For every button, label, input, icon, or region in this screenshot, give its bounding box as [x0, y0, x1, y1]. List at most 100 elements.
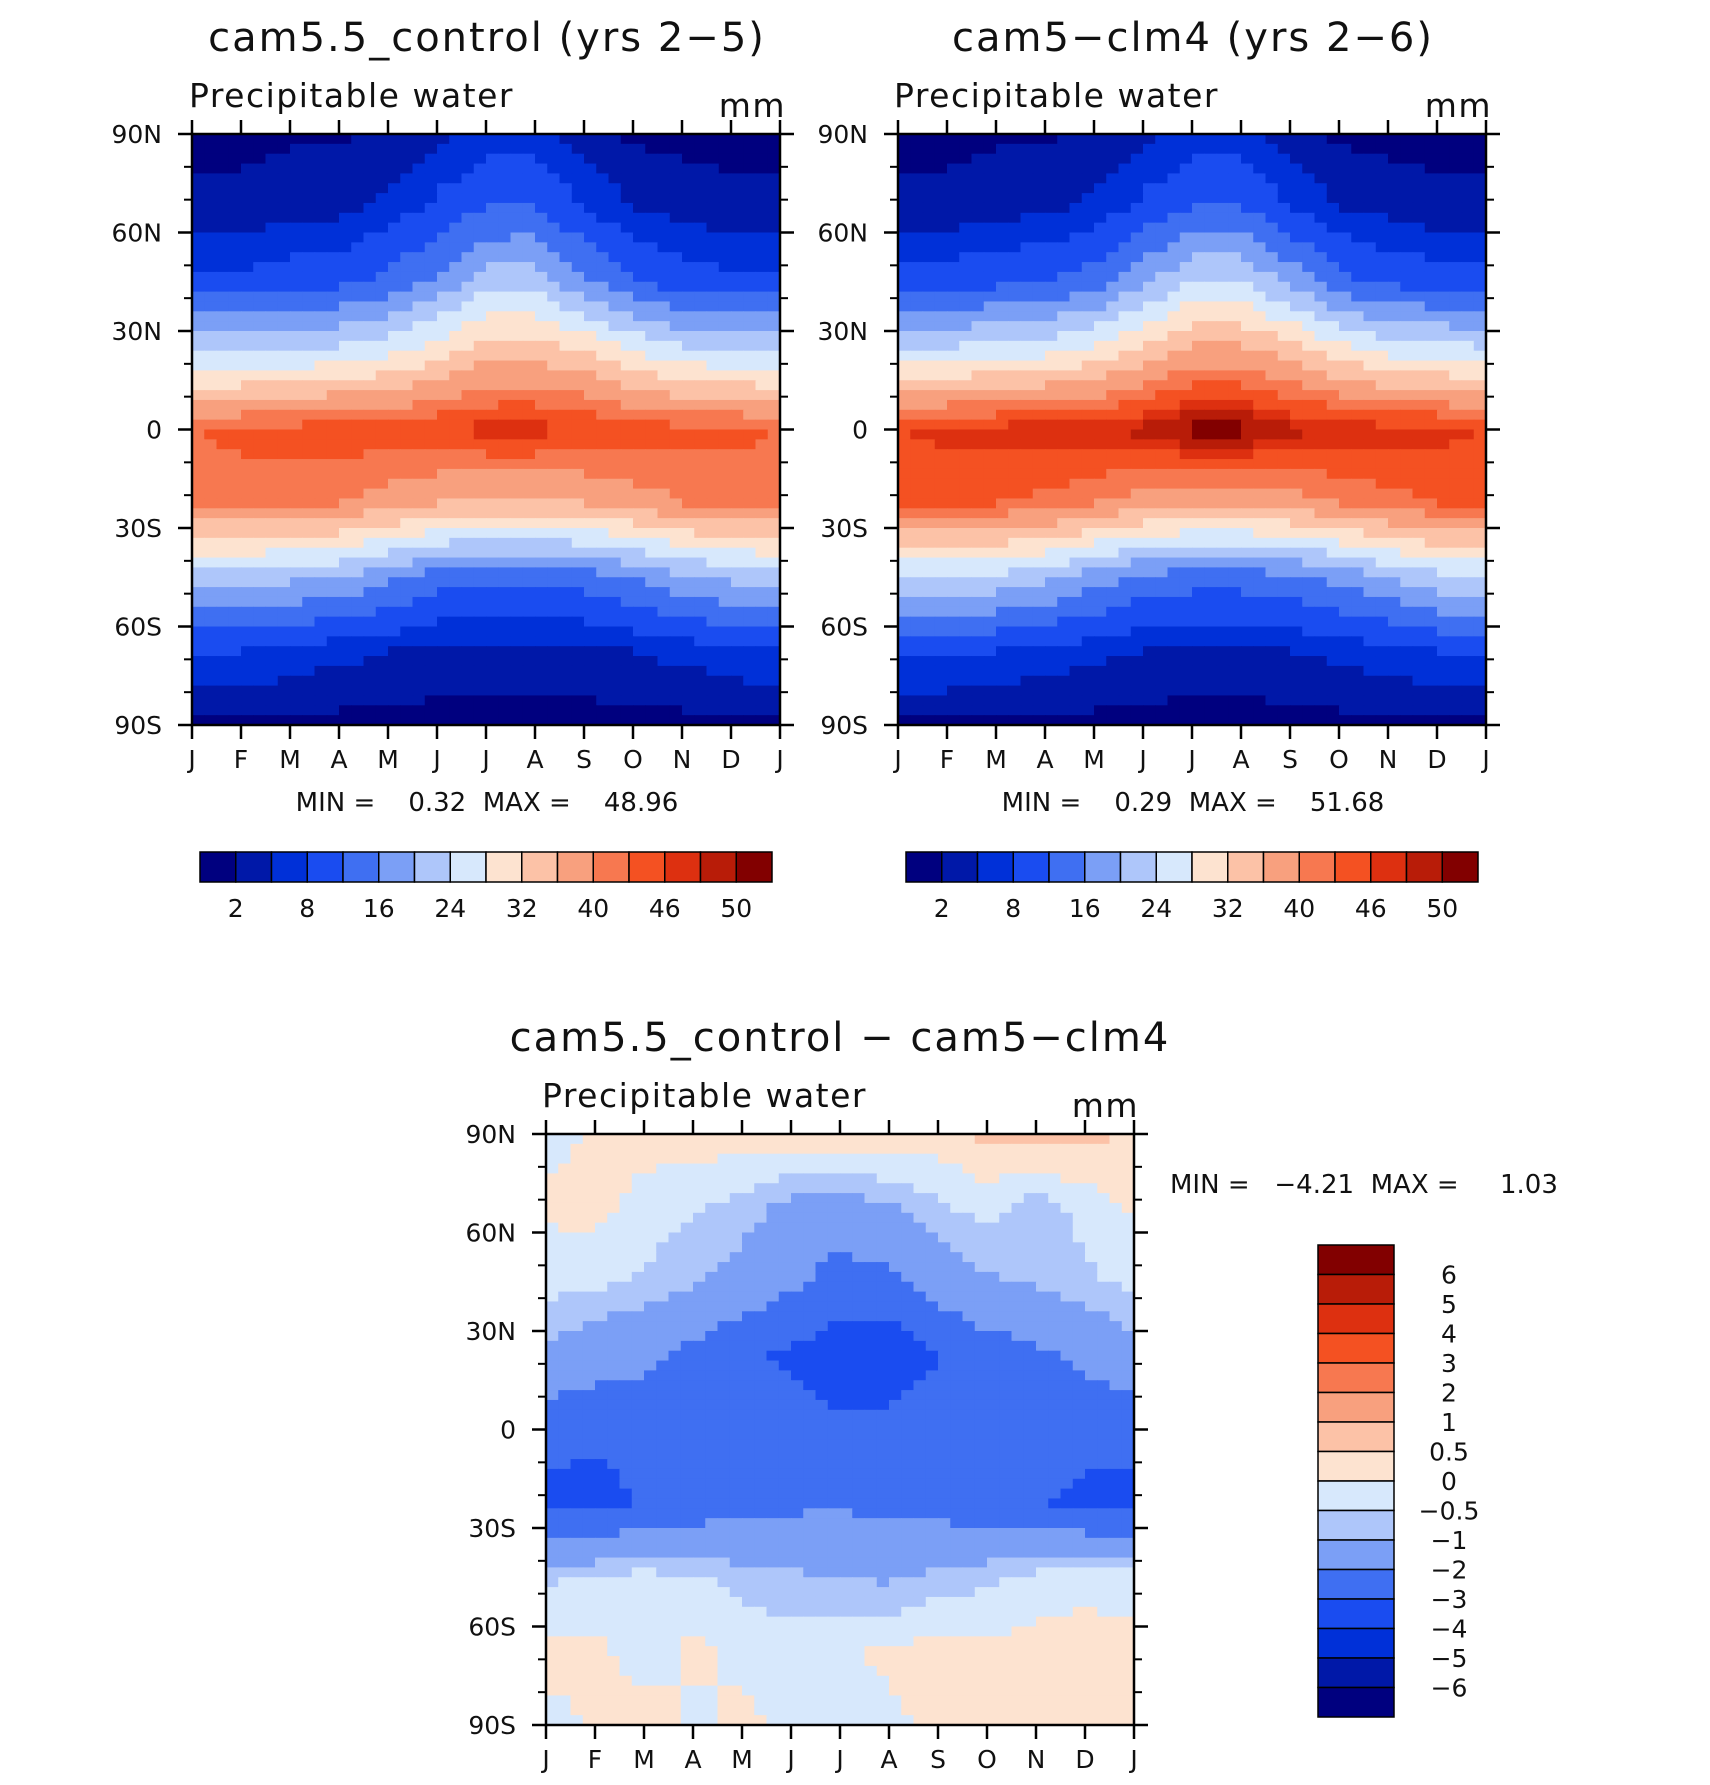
- heatmap-cell: [1081, 271, 1095, 283]
- heatmap-cell: [437, 134, 450, 145]
- heatmap-cell: [584, 360, 597, 371]
- heatmap-cell: [559, 488, 573, 500]
- heatmap-cell: [608, 616, 622, 628]
- heatmap-cell: [363, 370, 377, 381]
- heatmap-cell: [910, 459, 924, 470]
- heatmap-cell: [910, 488, 924, 500]
- heatmap-cell: [424, 577, 438, 588]
- heatmap-cell: [559, 262, 573, 273]
- heatmap-cell: [731, 468, 744, 480]
- heatmap-cell: [388, 340, 401, 352]
- heatmap-cell: [1375, 232, 1389, 243]
- heatmap-cell: [535, 291, 548, 303]
- heatmap-cell: [473, 498, 487, 509]
- heatmap-cell: [1228, 399, 1242, 411]
- heatmap-cell: [535, 508, 548, 519]
- heatmap-cell: [1290, 429, 1303, 440]
- heatmap-cell: [1388, 311, 1401, 322]
- heatmap-cell: [645, 360, 659, 371]
- heatmap-cell: [718, 370, 732, 381]
- heatmap-cell: [947, 242, 960, 253]
- heatmap-cell: [204, 153, 218, 165]
- heatmap-cell: [228, 596, 242, 608]
- heatmap-cell: [743, 468, 757, 480]
- heatmap-cell: [498, 636, 512, 647]
- heatmap-cell: [1339, 331, 1352, 342]
- heatmap-cell: [1265, 360, 1279, 371]
- heatmap-cell: [461, 518, 475, 529]
- heatmap-cell: [1437, 419, 1450, 431]
- heatmap-cell: [1449, 291, 1463, 303]
- heatmap-cell: [498, 331, 512, 342]
- heatmap-cell: [326, 665, 340, 677]
- heatmap-cell: [1069, 409, 1083, 421]
- heatmap-cell: [424, 331, 438, 342]
- heatmap-cell: [216, 390, 230, 401]
- heatmap-cell: [1375, 291, 1389, 303]
- heatmap-cell: [339, 252, 352, 263]
- heatmap-cell: [1228, 468, 1242, 480]
- heatmap-cell: [596, 370, 610, 381]
- heatmap-cell: [645, 577, 659, 588]
- heatmap-cell: [1020, 478, 1034, 490]
- heatmap-cell: [265, 498, 279, 509]
- heatmap-cell: [1351, 409, 1365, 421]
- heatmap-cell: [898, 360, 911, 371]
- heatmap-cell: [326, 488, 340, 500]
- heatmap-cell: [1143, 291, 1156, 303]
- heatmap-cell: [767, 301, 781, 312]
- heatmap-cell: [1449, 232, 1463, 243]
- heatmap-cell: [351, 459, 365, 470]
- heatmap-cell: [290, 350, 303, 362]
- heatmap-cell: [1192, 271, 1205, 283]
- heatmap-cell: [375, 242, 389, 253]
- heatmap-cell: [1461, 301, 1475, 312]
- heatmap-cell: [1081, 409, 1095, 421]
- heatmap-cell: [1290, 153, 1303, 165]
- heatmap-cell: [682, 370, 695, 381]
- heatmap-cell: [424, 468, 438, 480]
- heatmap-cell: [947, 262, 960, 273]
- heatmap-cell: [633, 212, 646, 224]
- heatmap-cell: [1461, 360, 1475, 371]
- heatmap-cell: [326, 616, 340, 628]
- heatmap-cell: [1130, 291, 1144, 303]
- heatmap-cell: [1106, 242, 1120, 253]
- heatmap-cell: [910, 291, 924, 303]
- heatmap-cell: [657, 577, 671, 588]
- heatmap-cell: [971, 143, 985, 155]
- heatmap-cell: [204, 202, 218, 214]
- heatmap-cell: [400, 153, 414, 165]
- heatmap-cell: [633, 419, 646, 431]
- heatmap-cell: [1351, 232, 1365, 243]
- heatmap-cell: [996, 134, 1009, 145]
- heatmap-cell: [535, 321, 548, 332]
- heatmap-cell: [437, 242, 450, 253]
- heatmap-cell: [1228, 193, 1242, 204]
- heatmap-cell: [559, 498, 573, 509]
- heatmap-cell: [910, 163, 924, 174]
- heatmap-cell: [755, 567, 769, 578]
- colorbar-swatch: [270, 851, 308, 883]
- heatmap-cell: [1130, 350, 1144, 362]
- heatmap-cell: [971, 478, 985, 490]
- heatmap-cell: [461, 134, 475, 145]
- heatmap-cell: [718, 518, 732, 529]
- heatmap-cell: [669, 449, 683, 460]
- heatmap-cell: [559, 212, 573, 224]
- heatmap-cell: [1081, 380, 1095, 391]
- heatmap-cell: [290, 528, 303, 539]
- heatmap-cell: [1277, 271, 1291, 283]
- heatmap-cell: [1314, 232, 1328, 243]
- heatmap-cell: [620, 587, 634, 598]
- heatmap-cell: [486, 252, 499, 263]
- heatmap-cell: [1290, 528, 1303, 539]
- heatmap-cell: [743, 242, 757, 253]
- heatmap-cell: [241, 163, 254, 174]
- heatmap-cell: [1241, 271, 1254, 283]
- heatmap-cell: [486, 685, 499, 697]
- heatmap-cell: [277, 695, 291, 706]
- heatmap-cell: [547, 665, 561, 677]
- heatmap-cell: [731, 321, 744, 332]
- heatmap-cell: [706, 409, 720, 421]
